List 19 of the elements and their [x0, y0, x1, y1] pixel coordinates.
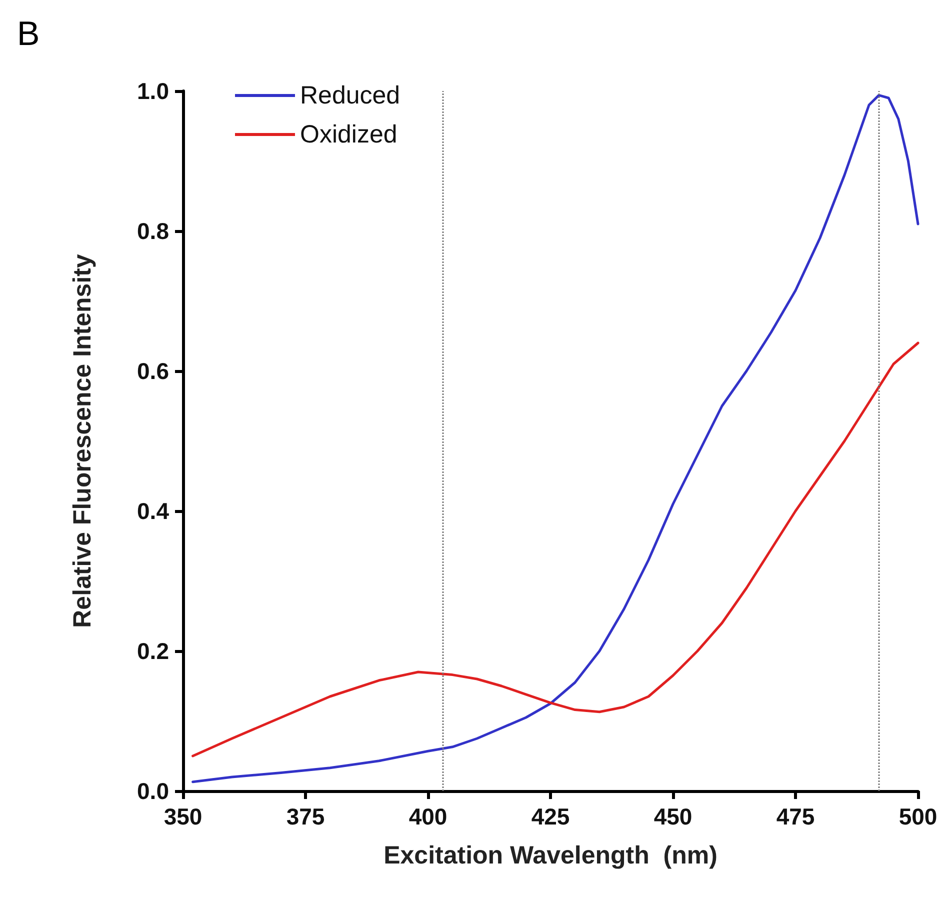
y-tick-label: 1.0	[137, 78, 169, 104]
x-tick-label: 375	[286, 804, 325, 830]
x-tick-label: 475	[776, 804, 815, 830]
chart-title: B	[17, 15, 40, 53]
legend-label: Reduced	[300, 82, 400, 110]
x-tick-label: 350	[164, 804, 202, 830]
x-tick-label: 450	[654, 804, 692, 830]
y-axis-title: Relative Fluorescence Intensity	[68, 254, 96, 628]
x-tick-label: 500	[898, 804, 938, 830]
x-tick-label: 400	[408, 804, 448, 830]
legend-label: Oxidized	[300, 120, 398, 148]
line-series	[192, 342, 920, 758]
x-tick-label: 425	[531, 804, 570, 830]
y-tick-label: 0.0	[137, 778, 169, 804]
y-tick-label: 0.8	[137, 218, 170, 244]
y-tick-label: 0.6	[137, 358, 169, 384]
y-tick-label: 0.2	[137, 638, 169, 664]
x-axis-title: Excitation Wavelength (nm)	[384, 842, 718, 870]
y-tick-label: 0.4	[137, 498, 170, 524]
